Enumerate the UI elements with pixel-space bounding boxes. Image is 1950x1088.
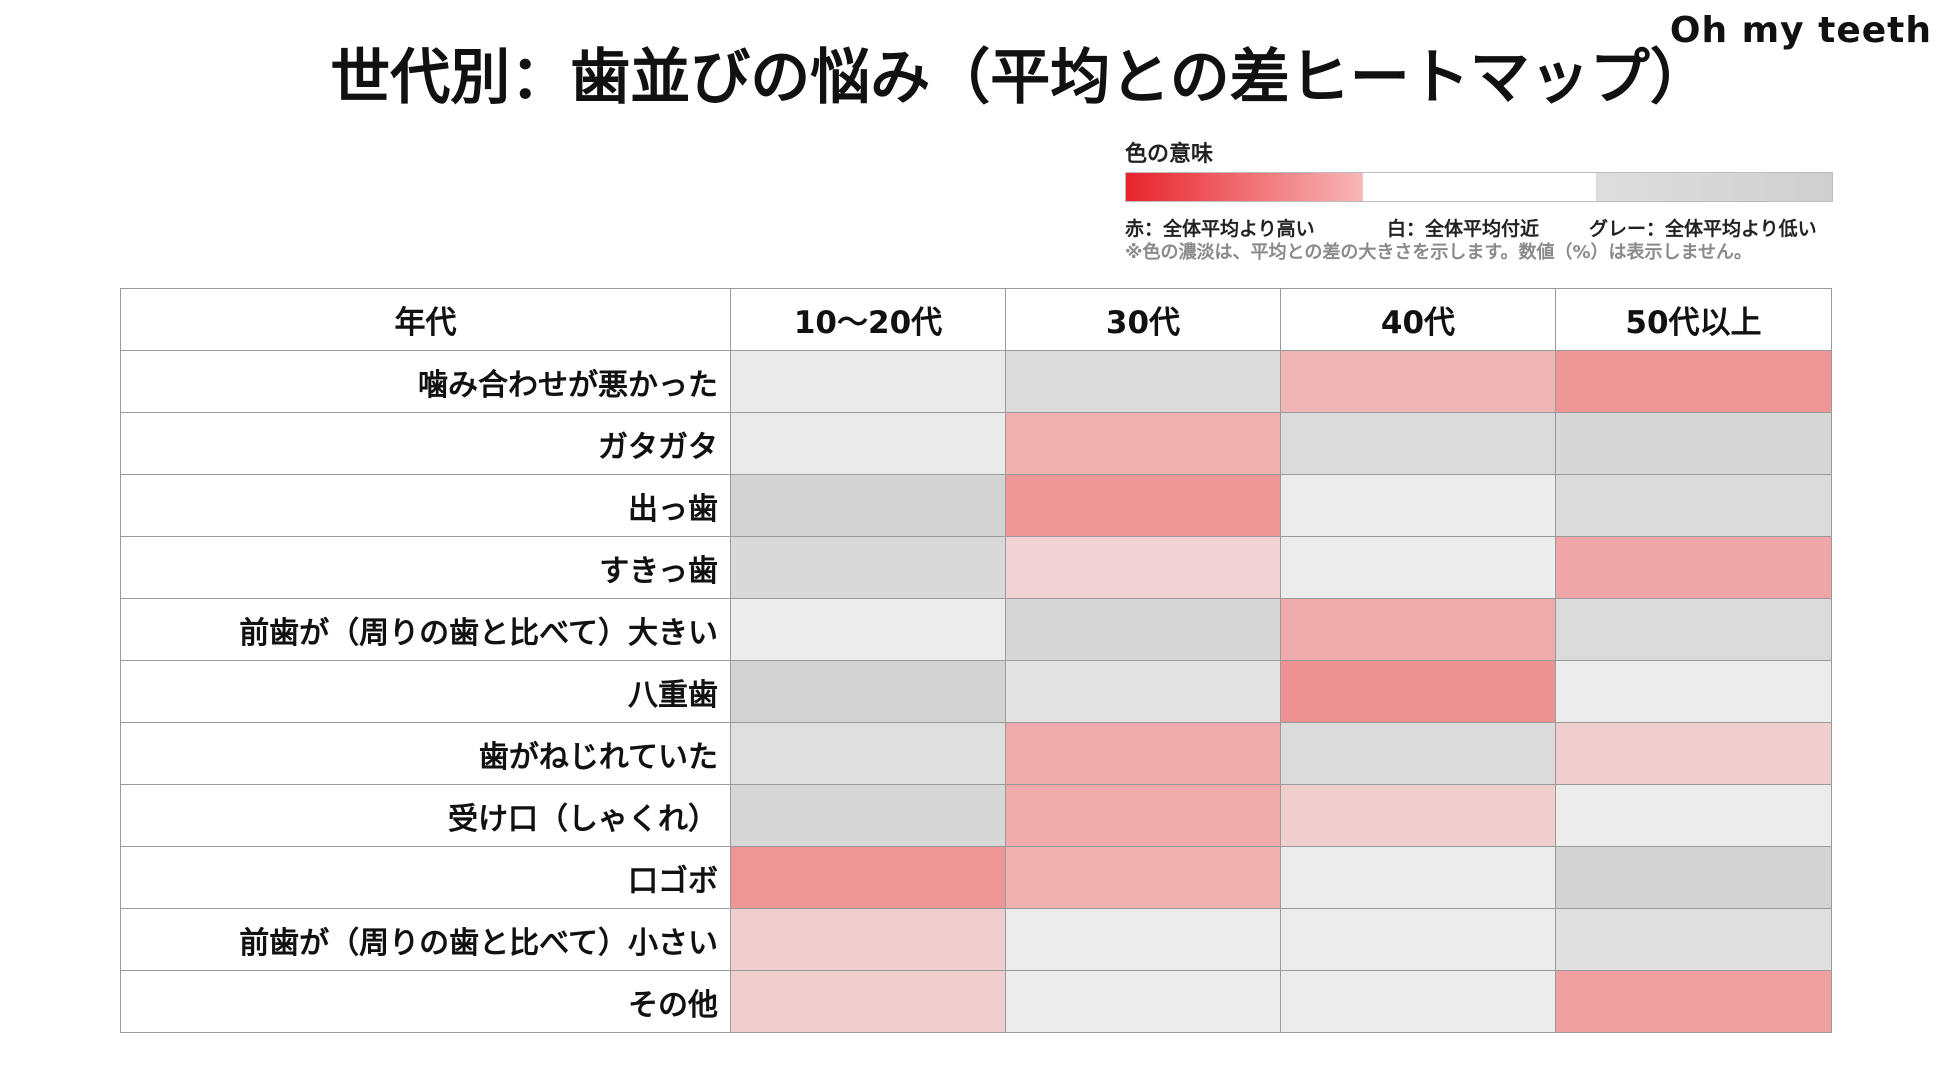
column-header: 10〜20代 [730, 288, 1006, 351]
table-row: その他 [120, 970, 1832, 1033]
chart-title: 世代別：歯並びの悩み（平均との差ヒートマップ） [330, 43, 1710, 113]
table-row: 受け口（しゃくれ） [120, 784, 1832, 847]
heatmap-cell [1555, 350, 1832, 413]
heatmap-cell [730, 784, 1006, 847]
heatmap-cell [1555, 474, 1832, 537]
heatmap-cell [1005, 598, 1281, 661]
row-label: 口ゴボ [120, 846, 731, 909]
heatmap-cell [1280, 660, 1556, 723]
heatmap-cell [1005, 908, 1281, 971]
heatmap-cell [1280, 536, 1556, 599]
row-label: 受け口（しゃくれ） [120, 784, 731, 847]
legend-labels: 赤：全体平均より高い 白：全体平均付近 グレー：全体平均より低い [1125, 208, 1833, 242]
heatmap-cell [1555, 722, 1832, 785]
brand-logo: Oh my teeth [1669, 10, 1932, 51]
heatmap-cell [1555, 970, 1832, 1033]
column-header: 40代 [1280, 288, 1556, 351]
heatmap-cell [1555, 908, 1832, 971]
color-legend: 色の意味 赤：全体平均より高い 白：全体平均付近 グレー：全体平均より低い ※色… [1125, 138, 1833, 264]
table-row: 噛み合わせが悪かった [120, 350, 1832, 413]
heatmap-cell [1280, 908, 1556, 971]
heatmap-cell [1555, 660, 1832, 723]
heatmap-cell [730, 660, 1006, 723]
row-label: ガタガタ [120, 412, 731, 475]
row-label: 前歯が（周りの歯と比べて）大きい [120, 598, 731, 661]
heatmap-cell [1005, 536, 1281, 599]
row-label: 歯がねじれていた [120, 722, 731, 785]
row-label: すきっ歯 [120, 536, 731, 599]
heatmap-cell [730, 412, 1006, 475]
heatmap-cell [1280, 722, 1556, 785]
row-label: 八重歯 [120, 660, 731, 723]
legend-color-bar [1125, 172, 1833, 202]
heatmap-cell [1005, 846, 1281, 909]
table-row: すきっ歯 [120, 536, 1832, 599]
heatmap-cell [1555, 784, 1832, 847]
heatmap-cell [730, 970, 1006, 1033]
heatmap-cell [730, 846, 1006, 909]
heatmap-cell [1280, 846, 1556, 909]
heatmap-cell [730, 536, 1006, 599]
table-row: 八重歯 [120, 660, 1832, 723]
heatmap-cell [730, 474, 1006, 537]
heatmap-cell [1280, 350, 1556, 413]
heatmap-cell [1005, 474, 1281, 537]
header-row: 年代 10〜20代 30代 40代 50代以上 [120, 288, 1832, 351]
table-row: 前歯が（周りの歯と比べて）小さい [120, 908, 1832, 971]
heatmap-cell [1005, 350, 1281, 413]
heatmap-cell [1555, 536, 1832, 599]
heatmap-cell [730, 350, 1006, 413]
heatmap-cell [1280, 598, 1556, 661]
heatmap-cell [1005, 722, 1281, 785]
row-label: その他 [120, 970, 731, 1033]
table-row: 前歯が（周りの歯と比べて）大きい [120, 598, 1832, 661]
heatmap-cell [1280, 474, 1556, 537]
heatmap-cell [1555, 846, 1832, 909]
legend-red-label: 赤：全体平均より高い [1125, 218, 1315, 240]
heatmap-cell [1005, 784, 1281, 847]
row-label: 噛み合わせが悪かった [120, 350, 731, 413]
table-row: 歯がねじれていた [120, 722, 1832, 785]
corner-header: 年代 [120, 288, 731, 351]
heatmap-cell [1280, 970, 1556, 1033]
legend-gray-label: グレー：全体平均より低い [1589, 218, 1817, 240]
row-label: 前歯が（周りの歯と比べて）小さい [120, 908, 731, 971]
table-row: 口ゴボ [120, 846, 1832, 909]
legend-note: ※色の濃淡は、平均との差の大きさを示します。数値（%）は表示しません。 [1125, 242, 1753, 263]
heatmap-cell [730, 722, 1006, 785]
heatmap-cell [1555, 412, 1832, 475]
heatmap-cell [730, 598, 1006, 661]
heatmap-cell [1005, 660, 1281, 723]
column-header: 30代 [1005, 288, 1281, 351]
legend-white-label: 白：全体平均付近 [1387, 218, 1540, 240]
heatmap-cell [730, 908, 1006, 971]
heatmap-cell [1555, 598, 1832, 661]
legend-title: 色の意味 [1125, 142, 1214, 167]
heatmap-table: 年代 10〜20代 30代 40代 50代以上 噛み合わせが悪かった ガタガタ 出っ… [120, 288, 1832, 1033]
heatmap-cell [1280, 412, 1556, 475]
heatmap-cell [1280, 784, 1556, 847]
row-label: 出っ歯 [120, 474, 731, 537]
table-row: ガタガタ [120, 412, 1832, 475]
heatmap-cell [1005, 970, 1281, 1033]
table-row: 出っ歯 [120, 474, 1832, 537]
heatmap-cell [1005, 412, 1281, 475]
column-header: 50代以上 [1555, 288, 1832, 351]
